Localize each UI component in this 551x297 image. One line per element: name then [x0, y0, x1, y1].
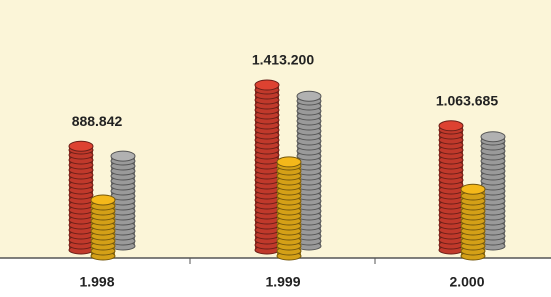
page: {"chart_data": {"type": "coin-stack", "c…: [0, 0, 551, 297]
coin-stack: [461, 184, 485, 260]
coin-top: [439, 121, 463, 131]
coin-top: [111, 151, 135, 161]
coin-top: [481, 132, 505, 142]
x-tick-label: 1.998: [79, 274, 114, 290]
coin-stack: [255, 80, 279, 254]
coin-top: [255, 80, 279, 90]
coin-stack: [277, 157, 301, 260]
x-tick-label: 1.999: [265, 274, 300, 290]
x-tick-label: 2.000: [449, 274, 484, 290]
coin-top: [69, 141, 93, 151]
coin-stack: [69, 141, 93, 254]
coin-stack: [91, 195, 115, 260]
coin-top: [91, 195, 115, 205]
coin-top: [297, 91, 321, 101]
coin-top: [277, 157, 301, 167]
coin-stack: [439, 121, 463, 254]
coin-top: [461, 184, 485, 194]
chart: 1.998 888.842 1.999 1.413.200 2.000 1.063.685: [0, 0, 551, 297]
value-label: 1.413.200: [252, 52, 314, 68]
value-label: 1.063.685: [436, 93, 498, 109]
value-label: 888.842: [72, 113, 123, 129]
